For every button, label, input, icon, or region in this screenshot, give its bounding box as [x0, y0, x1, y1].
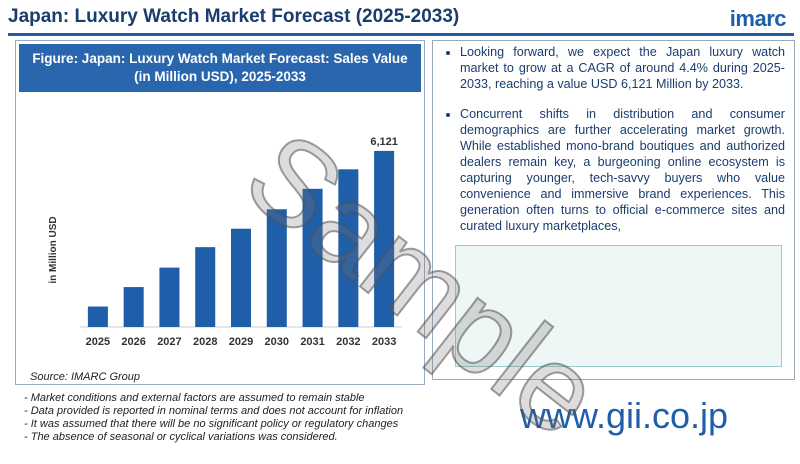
note: - The absence of seasonal or cyclical va…: [24, 431, 338, 443]
inner-box: [455, 245, 782, 367]
x-tick-label: 2025: [86, 336, 110, 348]
bar: [230, 228, 252, 327]
note: - Market conditions and external factors…: [24, 392, 365, 404]
chart-panel: [15, 40, 425, 385]
bar: [302, 188, 323, 327]
note: - Data provided is reported in nominal t…: [24, 405, 404, 417]
bar: [87, 306, 108, 327]
bullets: Looking forward, we expect the Japan lux…: [440, 44, 785, 248]
x-tick-label: 2033: [372, 336, 396, 348]
header-rule: [8, 33, 794, 36]
chart-title: Figure: Japan: Luxury Watch Market Forec…: [19, 44, 421, 92]
x-tick-label: 2028: [193, 336, 217, 348]
bullet: Concurrent shifts in distribution and co…: [460, 106, 785, 234]
page: Japan: Luxury Watch Market Forecast (202…: [0, 0, 800, 450]
value-label: 6,121: [370, 136, 398, 148]
x-tick-label: 2026: [121, 336, 145, 348]
x-tick-label: 2031: [300, 336, 324, 348]
bar: [374, 150, 395, 327]
bar: [159, 267, 180, 327]
bar: [338, 169, 359, 327]
logo: imarc: [729, 6, 787, 31]
x-tick-label: 2030: [265, 336, 289, 348]
chart: in Million USD Source: IMARC Group 2025 2…: [30, 136, 402, 383]
website: www.gii.co.jp: [520, 395, 729, 436]
bar: [195, 247, 216, 327]
x-tick-label: 2032: [336, 336, 360, 348]
x-tick-label: 2027: [157, 336, 181, 348]
text-panel: [432, 40, 795, 380]
note: - It was assumed that there will be no s…: [24, 418, 399, 430]
x-tick-label: 2029: [229, 336, 253, 348]
bar: [266, 209, 287, 327]
notes: - Market conditions and external factors…: [24, 392, 403, 444]
page-title: Japan: Luxury Watch Market Forecast (202…: [8, 6, 460, 27]
y-axis-label: in Million USD: [48, 216, 59, 283]
source: Source: IMARC Group: [30, 371, 140, 383]
bullet: Looking forward, we expect the Japan lux…: [460, 44, 785, 92]
bar: [123, 287, 144, 327]
